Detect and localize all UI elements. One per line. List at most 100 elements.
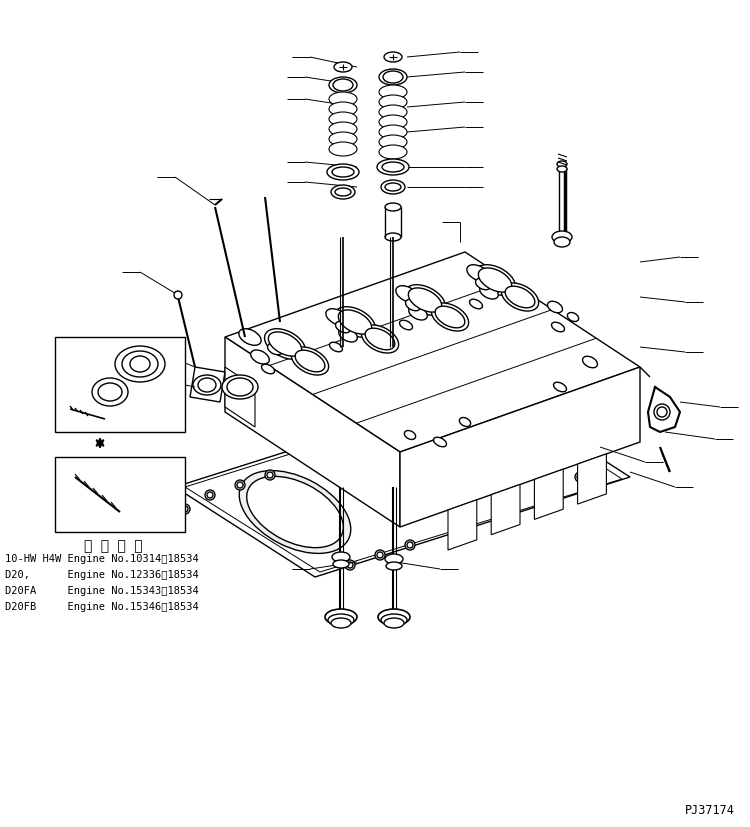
Ellipse shape <box>379 125 407 139</box>
Polygon shape <box>400 367 640 527</box>
Circle shape <box>657 407 667 417</box>
Circle shape <box>182 506 188 512</box>
Ellipse shape <box>333 79 353 91</box>
Ellipse shape <box>385 233 401 241</box>
Ellipse shape <box>552 231 572 243</box>
Ellipse shape <box>557 161 567 167</box>
Ellipse shape <box>329 142 357 156</box>
Circle shape <box>267 472 273 478</box>
Ellipse shape <box>480 285 498 299</box>
Circle shape <box>347 562 353 568</box>
Ellipse shape <box>329 122 357 136</box>
Ellipse shape <box>475 265 515 295</box>
Bar <box>55 457 185 532</box>
Ellipse shape <box>362 325 399 353</box>
Ellipse shape <box>268 332 302 356</box>
Ellipse shape <box>122 351 158 377</box>
Ellipse shape <box>329 342 343 351</box>
Ellipse shape <box>404 431 416 439</box>
Ellipse shape <box>459 418 471 427</box>
Ellipse shape <box>406 299 421 311</box>
Polygon shape <box>448 500 477 550</box>
Ellipse shape <box>400 320 412 330</box>
Ellipse shape <box>548 301 562 313</box>
Text: D20,      Engine No.12336～18534: D20, Engine No.12336～18534 <box>5 570 199 580</box>
Ellipse shape <box>198 378 216 392</box>
Ellipse shape <box>365 328 394 350</box>
Bar <box>55 337 185 432</box>
Ellipse shape <box>262 364 274 374</box>
Ellipse shape <box>379 85 407 99</box>
Circle shape <box>174 291 182 299</box>
Ellipse shape <box>335 188 351 196</box>
Ellipse shape <box>329 132 357 146</box>
Circle shape <box>235 480 245 490</box>
Ellipse shape <box>433 437 446 447</box>
Circle shape <box>577 474 583 480</box>
Circle shape <box>407 542 413 548</box>
Circle shape <box>405 540 415 550</box>
Ellipse shape <box>476 278 490 289</box>
Ellipse shape <box>296 350 325 372</box>
Ellipse shape <box>567 313 579 322</box>
Ellipse shape <box>435 306 465 327</box>
Ellipse shape <box>98 383 122 401</box>
Ellipse shape <box>329 112 357 126</box>
Ellipse shape <box>326 308 348 325</box>
Circle shape <box>455 394 465 404</box>
Ellipse shape <box>404 284 445 315</box>
Text: D20FA     Engine No.15343～18534: D20FA Engine No.15343～18534 <box>5 586 199 596</box>
Ellipse shape <box>357 437 453 508</box>
Ellipse shape <box>332 167 354 177</box>
Ellipse shape <box>327 164 359 180</box>
Ellipse shape <box>193 375 221 395</box>
Polygon shape <box>175 387 630 577</box>
Circle shape <box>377 552 383 558</box>
Ellipse shape <box>386 562 402 570</box>
Polygon shape <box>491 485 520 535</box>
Ellipse shape <box>92 378 128 406</box>
Circle shape <box>597 464 603 470</box>
Circle shape <box>265 470 275 480</box>
Ellipse shape <box>335 321 350 332</box>
Ellipse shape <box>396 285 418 303</box>
Text: 10-HW H4W Engine No.10314～18534: 10-HW H4W Engine No.10314～18534 <box>5 554 199 564</box>
Ellipse shape <box>227 378 253 396</box>
Circle shape <box>205 490 215 500</box>
Circle shape <box>345 560 355 570</box>
Text: 適 用 号 機: 適 用 号 機 <box>84 539 142 553</box>
Polygon shape <box>225 252 640 452</box>
Circle shape <box>375 550 385 560</box>
Ellipse shape <box>239 471 351 553</box>
Polygon shape <box>535 469 563 519</box>
Circle shape <box>595 462 605 472</box>
Ellipse shape <box>551 323 565 332</box>
Polygon shape <box>225 367 255 427</box>
Circle shape <box>517 424 523 430</box>
Circle shape <box>515 422 525 432</box>
Ellipse shape <box>506 286 535 308</box>
Circle shape <box>485 407 495 417</box>
Ellipse shape <box>554 237 570 247</box>
Ellipse shape <box>329 92 357 106</box>
Ellipse shape <box>339 328 357 342</box>
Ellipse shape <box>379 69 407 85</box>
Circle shape <box>654 404 670 420</box>
Text: PJ37174: PJ37174 <box>686 804 735 817</box>
Ellipse shape <box>331 185 355 199</box>
Circle shape <box>207 492 213 498</box>
Ellipse shape <box>247 476 344 547</box>
Ellipse shape <box>130 356 150 372</box>
Ellipse shape <box>385 554 403 564</box>
Circle shape <box>180 504 190 514</box>
Ellipse shape <box>238 328 261 346</box>
Ellipse shape <box>350 431 460 514</box>
Ellipse shape <box>328 614 354 626</box>
Circle shape <box>575 472 585 482</box>
Ellipse shape <box>332 552 350 562</box>
Ellipse shape <box>382 162 404 172</box>
Circle shape <box>487 409 493 415</box>
Ellipse shape <box>377 159 409 175</box>
Ellipse shape <box>379 95 407 109</box>
Text: D20FB     Engine No.15346～18534: D20FB Engine No.15346～18534 <box>5 602 199 612</box>
